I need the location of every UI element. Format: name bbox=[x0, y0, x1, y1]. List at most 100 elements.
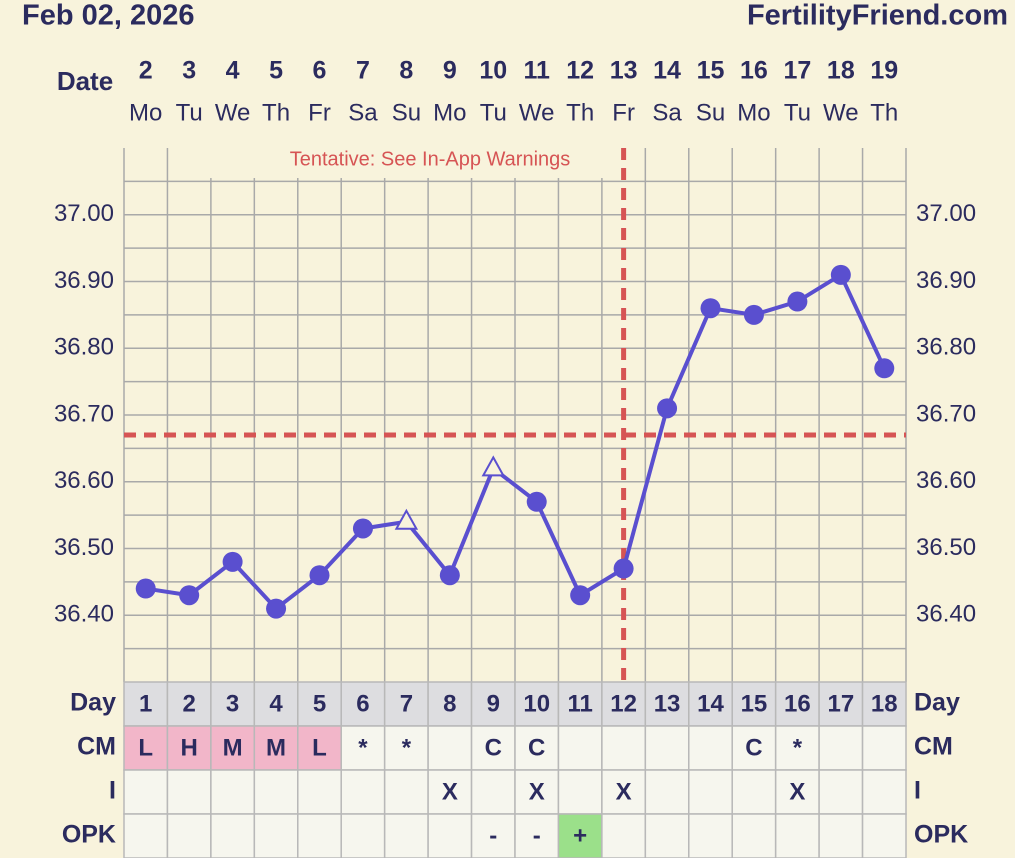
date-label: 8 bbox=[399, 57, 413, 85]
y2-tick-label: 36.40 bbox=[916, 601, 976, 628]
table-cell bbox=[470, 725, 516, 771]
table-cell bbox=[470, 769, 516, 815]
table-cell bbox=[253, 769, 299, 815]
x-axis-label: Date bbox=[57, 66, 113, 96]
temperature-point bbox=[309, 565, 330, 586]
row-label-right: Day bbox=[914, 689, 960, 717]
table-cell bbox=[644, 769, 690, 815]
table-cell bbox=[731, 769, 777, 815]
y2-tick-label: 36.80 bbox=[916, 334, 976, 361]
row-label: CM bbox=[77, 733, 116, 761]
cell-text: H bbox=[180, 734, 197, 761]
cell-text: + bbox=[573, 822, 587, 849]
date-label: 15 bbox=[697, 57, 725, 85]
table-cell bbox=[731, 813, 777, 858]
weekday-label: Th bbox=[566, 99, 594, 126]
table-cell bbox=[340, 681, 386, 727]
date-label: 18 bbox=[827, 57, 855, 85]
row-label: Day bbox=[70, 689, 116, 717]
weekday-label: Su bbox=[696, 99, 725, 126]
table-cell bbox=[340, 769, 386, 815]
table-cell bbox=[861, 681, 907, 727]
cell-text: C bbox=[485, 734, 502, 761]
table-cell bbox=[253, 813, 299, 858]
temperature-point bbox=[874, 358, 895, 379]
y-tick-label: 36.60 bbox=[54, 467, 114, 494]
y-tick-label: 36.90 bbox=[54, 267, 114, 294]
weekday-label: Tu bbox=[784, 99, 811, 126]
table-cell bbox=[297, 769, 342, 815]
table-cell bbox=[818, 681, 864, 727]
cell-text: * bbox=[402, 734, 412, 761]
table-cell bbox=[514, 681, 560, 727]
table-cell bbox=[340, 725, 386, 771]
temperature-point bbox=[179, 585, 200, 606]
cell-text: X bbox=[529, 778, 545, 805]
weekday-label: We bbox=[215, 99, 251, 126]
cell-text: 12 bbox=[610, 690, 637, 717]
cell-text: 10 bbox=[523, 690, 550, 717]
annotation-bg bbox=[196, 146, 604, 178]
cell-text: 8 bbox=[443, 690, 456, 717]
row-label: OPK bbox=[62, 821, 116, 849]
date-label: 2 bbox=[139, 57, 153, 85]
table-cell bbox=[774, 813, 820, 858]
table-cell bbox=[688, 725, 733, 771]
table-cell bbox=[297, 813, 342, 858]
table-cell bbox=[340, 813, 386, 858]
cell-text: * bbox=[793, 734, 803, 761]
table-cell bbox=[210, 813, 256, 858]
weekday-label: Mo bbox=[433, 99, 466, 126]
table-cell bbox=[470, 813, 516, 858]
date-label: 17 bbox=[783, 57, 811, 85]
row-label-right: OPK bbox=[914, 821, 968, 849]
cell-text: X bbox=[616, 778, 632, 805]
temperature-point bbox=[439, 565, 460, 586]
temperature-point bbox=[222, 551, 243, 572]
date-label: 11 bbox=[524, 57, 551, 85]
y2-tick-label: 36.60 bbox=[916, 467, 976, 494]
weekday-label: Tu bbox=[480, 99, 507, 126]
table-cell bbox=[774, 681, 820, 727]
y-tick-label: 36.70 bbox=[54, 400, 114, 427]
table-cell bbox=[427, 813, 473, 858]
row-label-right: I bbox=[914, 777, 921, 805]
y2-tick-label: 37.00 bbox=[916, 200, 976, 227]
table-cell bbox=[557, 681, 603, 727]
temperature-point bbox=[135, 578, 156, 599]
cell-text: L bbox=[312, 734, 327, 761]
weekday-label: Tu bbox=[176, 99, 203, 126]
weekday-label: We bbox=[823, 99, 859, 126]
temperature-point bbox=[657, 398, 678, 419]
table-cell bbox=[427, 769, 473, 815]
weekday-label: Th bbox=[262, 99, 290, 126]
y-tick-label: 36.40 bbox=[54, 601, 114, 628]
cell-text: 14 bbox=[697, 690, 724, 717]
table-cell bbox=[383, 769, 429, 815]
cell-text: 1 bbox=[139, 690, 152, 717]
table-cell bbox=[470, 681, 516, 727]
y2-tick-label: 36.90 bbox=[916, 267, 976, 294]
table-cell bbox=[688, 681, 733, 727]
table-cell bbox=[601, 725, 647, 771]
weekday-label: Sa bbox=[652, 99, 682, 126]
cell-text: 9 bbox=[487, 690, 500, 717]
cell-text: 4 bbox=[269, 690, 283, 717]
table-cell bbox=[123, 769, 169, 815]
chart-title: Feb 02, 2026 bbox=[22, 0, 195, 32]
y2-tick-label: 36.70 bbox=[916, 400, 976, 427]
cell-text: - bbox=[533, 822, 541, 849]
cell-text: X bbox=[442, 778, 458, 805]
table-cell bbox=[688, 813, 733, 858]
weekday-label: Fr bbox=[612, 99, 635, 126]
cell-text: M bbox=[223, 734, 243, 761]
y-tick-label: 37.00 bbox=[54, 200, 114, 227]
temperature-point-open bbox=[394, 508, 419, 530]
temperature-point bbox=[743, 304, 764, 325]
cell-text: 5 bbox=[313, 690, 326, 717]
weekday-label: We bbox=[519, 99, 555, 126]
table-cell bbox=[427, 681, 473, 727]
table-cell bbox=[166, 725, 212, 771]
cell-text: C bbox=[528, 734, 545, 761]
